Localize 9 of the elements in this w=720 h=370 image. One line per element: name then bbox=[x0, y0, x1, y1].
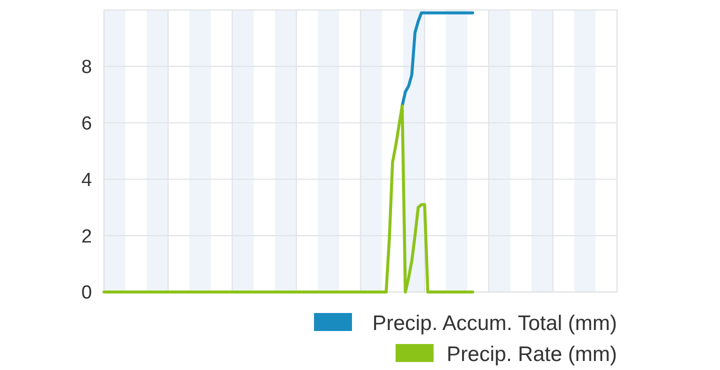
legend-label: Precip. Accum. Total (mm) bbox=[372, 312, 617, 335]
legend-label: Precip. Rate (mm) bbox=[446, 343, 617, 366]
y-tick-label: 0 bbox=[81, 282, 92, 304]
y-tick-label: 4 bbox=[81, 170, 92, 191]
y-tick-label: 2 bbox=[81, 226, 92, 248]
line-series bbox=[400, 11, 474, 108]
line-series bbox=[102, 104, 474, 294]
y-tick-label: 6 bbox=[81, 113, 92, 134]
y-tick-label: 8 bbox=[81, 57, 92, 78]
